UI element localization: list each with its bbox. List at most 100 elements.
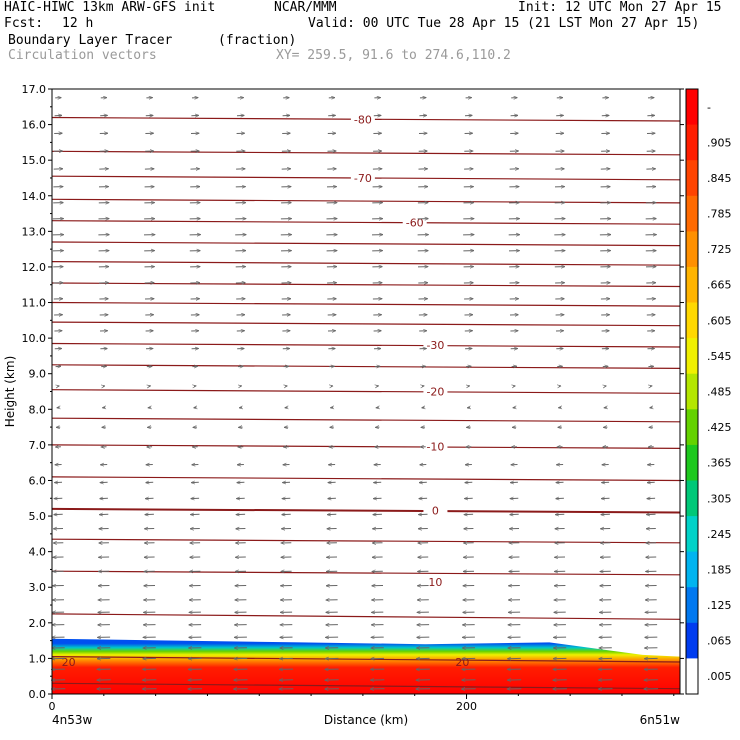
y-tick-label: 5.0 bbox=[29, 510, 47, 523]
isotherm-label: -60 bbox=[406, 216, 424, 229]
fcst-value: 12 h bbox=[62, 16, 94, 31]
isotherm-line bbox=[51, 282, 681, 288]
field-unit: (fraction) bbox=[218, 33, 297, 48]
y-tick-label: 8.0 bbox=[29, 403, 47, 416]
colorbar-label: .245 bbox=[707, 528, 732, 541]
colorbar-swatch bbox=[686, 302, 698, 339]
colorbar-swatch bbox=[686, 444, 698, 481]
colorbar-swatch bbox=[686, 124, 698, 161]
xy-readout: XY= 259.5, 91.6 to 274.6,110.2 bbox=[276, 48, 511, 63]
axes: 0.0 1.0 2.0 3.0 4.0 5.0 6.0 7.0 8.0 9.0 10.0 11.0 12… bbox=[3, 83, 684, 727]
y-tick-label: 16.0 bbox=[22, 119, 47, 132]
colorbar-swatch bbox=[686, 231, 698, 268]
isotherm-line bbox=[51, 444, 681, 449]
y-axis-title: Height (km) bbox=[3, 356, 17, 427]
y-tick-label: 0.0 bbox=[29, 688, 47, 701]
y-tick-label: 4.0 bbox=[29, 546, 47, 559]
colorbar-swatch bbox=[686, 160, 698, 197]
isotherm-line bbox=[51, 538, 681, 544]
colorbar-label: .365 bbox=[707, 457, 732, 470]
colorbar-swatch bbox=[686, 89, 698, 126]
colorbar-label: .725 bbox=[707, 243, 732, 256]
x-tick-label: 0 bbox=[49, 700, 56, 713]
colorbar-label: .665 bbox=[707, 279, 732, 292]
y-tick-label: 13.0 bbox=[22, 225, 47, 238]
isotherm-line bbox=[51, 613, 681, 620]
isotherm-label: 10 bbox=[428, 576, 442, 589]
colorbar-swatch bbox=[686, 658, 698, 695]
isotherm-label: 20 bbox=[455, 656, 469, 669]
fcst-label: Fcst: bbox=[4, 16, 44, 31]
colorbar-label: .485 bbox=[707, 386, 732, 399]
colorbar-swatch bbox=[686, 622, 698, 659]
y-tick-label: 2.0 bbox=[29, 617, 47, 630]
isotherm-line bbox=[51, 150, 681, 156]
init-time: Init: 12 UTC Mon 27 Apr 15 bbox=[518, 0, 722, 15]
colorbar-label: .185 bbox=[707, 563, 732, 576]
colorbar-label: .065 bbox=[707, 635, 732, 648]
y-tick-label: 14.0 bbox=[22, 190, 47, 203]
x-tick-label: 200 bbox=[456, 700, 477, 713]
y-tick-label: 1.0 bbox=[29, 652, 47, 665]
circulation-vectors bbox=[51, 98, 659, 689]
isotherm-line bbox=[51, 656, 681, 663]
x-axis-title: Distance (km) bbox=[324, 713, 408, 727]
y-tick-label: 12.0 bbox=[22, 261, 47, 274]
isotherm-label: -70 bbox=[354, 172, 372, 185]
colorbar-swatch bbox=[686, 373, 698, 410]
y-tick-label: 11.0 bbox=[22, 297, 47, 310]
isotherm-line bbox=[51, 476, 681, 482]
isotherm-line bbox=[51, 417, 681, 423]
colorbar-label: .125 bbox=[707, 599, 732, 612]
isotherm-line bbox=[51, 682, 681, 690]
isotherm-line bbox=[51, 342, 681, 348]
y-tick-label: 9.0 bbox=[29, 368, 47, 381]
y-tick-label: 15.0 bbox=[22, 154, 47, 167]
x-start-label: 4n53w bbox=[52, 713, 93, 727]
isotherm-line bbox=[51, 198, 681, 204]
isotherm-label: -30 bbox=[426, 339, 444, 352]
org-label: NCAR/MMM bbox=[274, 0, 337, 15]
colorbar-label: - bbox=[707, 101, 711, 114]
y-tick-label: 10.0 bbox=[22, 332, 47, 345]
isotherm-label: 20 bbox=[62, 656, 76, 669]
colorbar-swatch bbox=[686, 266, 698, 303]
valid-time: Valid: 00 UTC Tue 28 Apr 15 (21 LST Mon … bbox=[308, 16, 700, 31]
isotherm-line bbox=[51, 507, 681, 514]
isotherm-line bbox=[51, 364, 681, 369]
colorbar-label: .425 bbox=[707, 421, 732, 434]
isotherm-label: -80 bbox=[354, 113, 372, 126]
colorbar-swatch bbox=[686, 480, 698, 517]
y-tick-label: 17.0 bbox=[22, 83, 47, 96]
y-tick-label: 3.0 bbox=[29, 581, 47, 594]
isotherm-line bbox=[51, 389, 681, 394]
colorbar-swatch bbox=[686, 195, 698, 232]
isotherm-line bbox=[51, 241, 681, 247]
isotherm-label: -20 bbox=[426, 386, 444, 399]
colorbar-swatch bbox=[686, 409, 698, 446]
y-tick-label: 7.0 bbox=[29, 439, 47, 452]
colorbar: - .905 .845 .785 .725 .665 .605 .545 .485 .425 .36… bbox=[685, 88, 732, 695]
colorbar-label: .905 bbox=[707, 136, 732, 149]
colorbar-swatch bbox=[686, 587, 698, 624]
colorbar-swatch bbox=[686, 338, 698, 375]
field-name: Boundary Layer Tracer bbox=[8, 33, 173, 48]
isotherm-label: -10 bbox=[426, 441, 444, 454]
x-end-label: 6n51w bbox=[640, 713, 681, 727]
colorbar-swatch bbox=[686, 516, 698, 553]
vectors-label: Circulation vectors bbox=[8, 48, 157, 63]
colorbar-label: .545 bbox=[707, 350, 732, 363]
tracer-layer bbox=[52, 638, 680, 694]
colorbar-label: .785 bbox=[707, 208, 732, 221]
colorbar-label: .845 bbox=[707, 172, 732, 185]
isotherm-contours: 20 20 10 0 -10 -20 -30 -60 -70 -80 bbox=[51, 113, 681, 690]
tracer-field bbox=[52, 638, 680, 694]
colorbar-frame bbox=[685, 88, 699, 695]
y-tick-label: 6.0 bbox=[29, 474, 47, 487]
isotherm-line bbox=[51, 261, 681, 266]
colorbar-swatch bbox=[686, 551, 698, 588]
isotherm-label: 0 bbox=[432, 505, 439, 518]
model-title: HAIC-HIWC 13km ARW-GFS init bbox=[4, 0, 216, 15]
isotherm-line bbox=[51, 570, 681, 576]
